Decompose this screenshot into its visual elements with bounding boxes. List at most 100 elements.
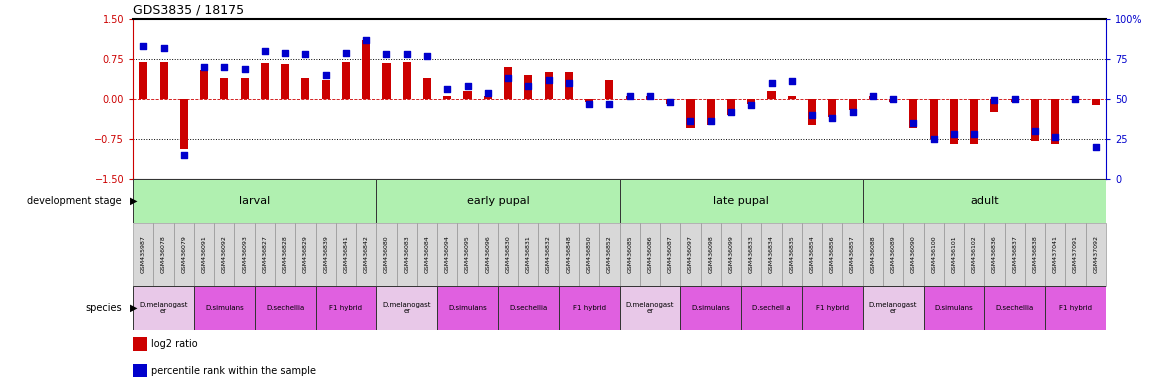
Text: ▶: ▶: [130, 195, 137, 206]
Text: percentile rank within the sample: percentile rank within the sample: [151, 366, 315, 376]
Text: GSM436854: GSM436854: [809, 235, 814, 273]
Text: D.simulans: D.simulans: [205, 305, 243, 311]
Bar: [315, 223, 336, 286]
Bar: [923, 223, 944, 286]
Bar: [842, 223, 863, 286]
Bar: [990, 99, 998, 112]
Text: GSM436857: GSM436857: [850, 235, 855, 273]
Bar: [599, 223, 620, 286]
Bar: [498, 286, 558, 330]
Text: species: species: [85, 303, 122, 313]
Point: [316, 72, 335, 78]
Text: GSM436838: GSM436838: [1033, 235, 1038, 273]
Bar: [484, 96, 492, 99]
Point: [681, 118, 699, 124]
Bar: [255, 286, 315, 330]
Point: [580, 101, 599, 107]
Bar: [579, 223, 599, 286]
Text: GSM436856: GSM436856: [830, 236, 835, 273]
Bar: [336, 223, 356, 286]
Text: GSM436837: GSM436837: [1012, 235, 1017, 273]
Text: GSM436831: GSM436831: [526, 235, 530, 273]
Bar: [463, 91, 471, 99]
Point: [519, 83, 537, 89]
Text: D.sechellia: D.sechellia: [996, 305, 1034, 311]
Bar: [903, 223, 923, 286]
Bar: [585, 99, 593, 101]
Bar: [403, 62, 411, 99]
Text: D.simulans: D.simulans: [935, 305, 973, 311]
Point: [924, 136, 943, 142]
Point: [640, 93, 659, 99]
Text: D.sechellia: D.sechellia: [266, 305, 305, 311]
Text: D.sechellia: D.sechellia: [510, 305, 548, 311]
Bar: [741, 223, 761, 286]
Text: D.melanogast
er: D.melanogast er: [625, 302, 674, 314]
Text: GSM436092: GSM436092: [222, 235, 227, 273]
Bar: [720, 223, 741, 286]
Bar: [984, 223, 1004, 286]
Bar: [362, 40, 371, 99]
Bar: [1071, 99, 1079, 100]
Bar: [909, 99, 917, 128]
Point: [459, 83, 477, 89]
Bar: [787, 96, 796, 99]
Point: [661, 99, 680, 105]
Bar: [687, 99, 695, 128]
Point: [1086, 144, 1105, 150]
Bar: [153, 223, 174, 286]
Text: larval: larval: [240, 195, 270, 206]
Bar: [808, 99, 816, 126]
Text: GSM436098: GSM436098: [709, 235, 713, 273]
Bar: [863, 223, 882, 286]
Bar: [620, 286, 680, 330]
Point: [721, 109, 740, 115]
Bar: [680, 286, 741, 330]
Text: GSM436086: GSM436086: [647, 236, 652, 273]
Point: [1026, 128, 1045, 134]
Bar: [782, 223, 801, 286]
Bar: [1092, 99, 1100, 105]
Text: GSM436096: GSM436096: [485, 235, 490, 273]
Point: [965, 131, 983, 137]
Text: GSM436836: GSM436836: [992, 235, 997, 273]
Bar: [963, 223, 984, 286]
Point: [904, 120, 923, 126]
Bar: [768, 91, 776, 99]
Bar: [417, 223, 437, 286]
Bar: [504, 67, 512, 99]
Text: development stage: development stage: [27, 195, 122, 206]
Bar: [255, 223, 274, 286]
Bar: [701, 223, 720, 286]
Bar: [356, 223, 376, 286]
Point: [154, 45, 173, 51]
Text: F1 hybrid: F1 hybrid: [1060, 305, 1092, 311]
Point: [843, 109, 862, 115]
Bar: [761, 223, 782, 286]
Bar: [660, 223, 680, 286]
Bar: [538, 223, 558, 286]
Point: [783, 78, 801, 84]
Point: [195, 64, 213, 70]
Bar: [200, 70, 208, 99]
Bar: [1045, 286, 1106, 330]
Text: GSM436852: GSM436852: [607, 235, 611, 273]
Text: GSM437092: GSM437092: [1093, 235, 1098, 273]
Text: GSM436097: GSM436097: [688, 235, 692, 273]
Text: log2 ratio: log2 ratio: [151, 339, 197, 349]
Bar: [133, 286, 193, 330]
Bar: [882, 223, 903, 286]
Bar: [437, 223, 457, 286]
Bar: [944, 223, 963, 286]
Bar: [666, 99, 674, 104]
Bar: [193, 286, 255, 330]
Text: GSM436833: GSM436833: [749, 235, 754, 273]
Bar: [863, 179, 1106, 223]
Bar: [261, 63, 269, 99]
Bar: [1085, 223, 1106, 286]
Text: GSM437041: GSM437041: [1053, 235, 1057, 273]
Bar: [241, 78, 249, 99]
Bar: [625, 96, 633, 99]
Text: D.simulans: D.simulans: [448, 305, 486, 311]
Bar: [889, 99, 897, 101]
